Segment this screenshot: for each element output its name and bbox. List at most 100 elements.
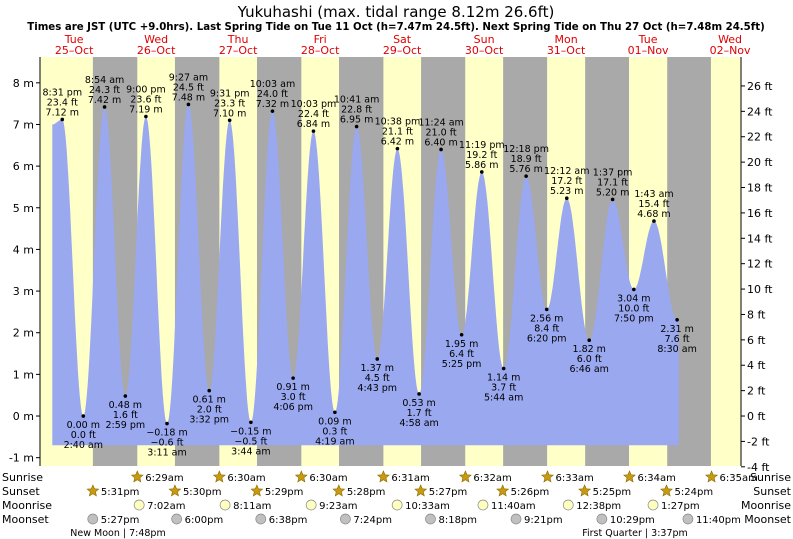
high-tide-time: 8:54 am [85,75,124,86]
y-left-tick-label: 4 m [13,243,34,256]
high-tide-point [564,196,569,200]
high-tide-time: 10:41 am [334,95,379,106]
moonrise-icon [647,499,659,511]
sunset-time: 5:29pm [265,487,304,498]
high-tide-feet: 23.6 ft [130,95,161,106]
low-tide-point [632,287,636,292]
low-tide-point [207,388,212,393]
high-tide-metres: 5.20 m [596,187,629,198]
low-tide-time: 3:44 am [231,446,270,457]
sunset-time: 5:25pm [593,487,632,498]
low-tide-point [291,376,295,380]
high-tide-point [652,219,656,223]
new-moon-note: New Moon | 7:48pm [70,528,165,539]
high-tide-time: 9:27 am [169,72,208,83]
high-tide-feet: 23.3 ft [214,98,245,109]
y-right-tick-label: 8 ft [747,308,766,321]
low-tide-feet: 0.0 ft [71,430,96,441]
moonset-icon [682,513,694,525]
y-right-tick-label: 12 ft [747,258,773,271]
high-tide-time: 12:18 pm [503,144,549,155]
high-tide-feet: 24.3 ft [89,85,120,96]
day-date-label: 27–Oct [219,44,258,57]
sunrise-icon [294,470,308,483]
moonset-icon [255,513,267,525]
y-right-tick-label: 6 ft [747,334,766,347]
sunset-icon [86,484,100,497]
high-tide-point [354,124,359,129]
axes-layer: -1 m 0 m 1 m 2 m 3 m 4 m 5 m 6 m 7 m 8 m -4 ft -2 f… [9,33,773,474]
low-tide-feet: 0.3 ft [322,426,347,437]
moonset-time: 7:24pm [353,515,392,526]
sunrise-time: 6:30am [227,473,265,484]
high-tide-feet: 23.4 ft [47,97,78,108]
moonset-time: 6:38pm [269,515,308,526]
y-left-tick-label: 0 m [13,410,34,423]
low-tide-feet: 6.4 ft [449,349,474,360]
high-tide-point [311,129,316,133]
y-left-tick-label: 2 m [13,327,34,340]
day-name-label: Thu [227,33,249,46]
day-date-label: 31–Oct [547,44,586,57]
high-tide-metres: 7.10 m [213,108,246,119]
high-tide-metres: 6.95 m [340,115,373,126]
low-tide-time: 3:11 am [147,448,186,459]
low-tide-feet: 4.5 ft [365,373,390,384]
high-tide-feet: 24.5 ft [173,82,204,93]
sunrise-icon [623,470,636,483]
low-tide-point [333,410,337,415]
high-tide-point [395,146,400,151]
sunset-icon [496,484,510,497]
row-label-left: Sunrise [2,471,43,484]
low-tide-time: 5:44 am [484,393,523,404]
low-tide-time: 2:40 am [64,440,103,451]
low-tide-metres: 0.61 m [192,395,225,406]
row-label-right: Sunrise [750,471,791,484]
high-tide-time: 10:03 am [250,79,295,90]
sunrise-icon [376,470,390,483]
low-tide-metres: 1.14 m [487,373,520,384]
high-tide-feet: 21.0 ft [426,127,457,138]
sunset-icon [250,484,264,497]
low-tide-point [249,420,253,425]
low-tide-time: 6:20 pm [527,333,567,344]
high-tide-metres: 6.84 m [297,119,330,130]
sunrise-time: 6:35am [720,473,758,484]
low-tide-metres: 1.95 m [445,339,478,350]
sunrise-icon [130,470,144,483]
low-tide-feet: 3.7 ft [491,383,516,394]
day-name-label: Tue [638,33,658,46]
day-name-label: Wed [144,33,168,46]
moonset-time: 11:40pm [696,515,741,526]
high-tide-time: 1:43 am [634,189,673,200]
day-date-label: 26–Oct [137,44,176,57]
y-left-tick-label: 1 m [13,368,34,381]
day-name-label: Fri [314,33,327,46]
day-name-label: Tue [64,33,84,46]
y-right-tick-label: 10 ft [747,283,773,296]
low-tide-feet: 2.0 ft [197,405,222,416]
moonrise-time: 8:11am [233,501,271,512]
low-tide-metres: 0.53 m [402,398,435,409]
moonset-icon [425,513,436,525]
moonrise-time: 10:33am [405,501,450,512]
low-tide-point [123,394,128,398]
low-tide-time: 2:59 pm [106,420,146,431]
chart-title: Yukuhashi (max. tidal range 8.12m 26.6ft… [237,3,555,21]
moonset-icon [87,513,99,525]
high-tide-time: 9:31 pm [210,88,250,99]
sunset-time: 5:30pm [183,487,222,498]
sunset-time: 5:28pm [347,487,386,498]
high-tide-time: 1:37 pm [593,167,633,178]
low-tide-feet: −0.6 ft [151,438,184,449]
day-date-label: 29–Oct [383,44,422,57]
low-tide-point [544,307,549,312]
day-date-label: 30–Oct [465,44,504,57]
moonset-time: 10:29pm [610,515,655,526]
low-tide-point [165,421,169,426]
y-right-tick-label: 24 ft [747,105,773,118]
low-tide-metres: −0.18 m [146,428,187,439]
row-label-left: Sunset [2,485,40,498]
